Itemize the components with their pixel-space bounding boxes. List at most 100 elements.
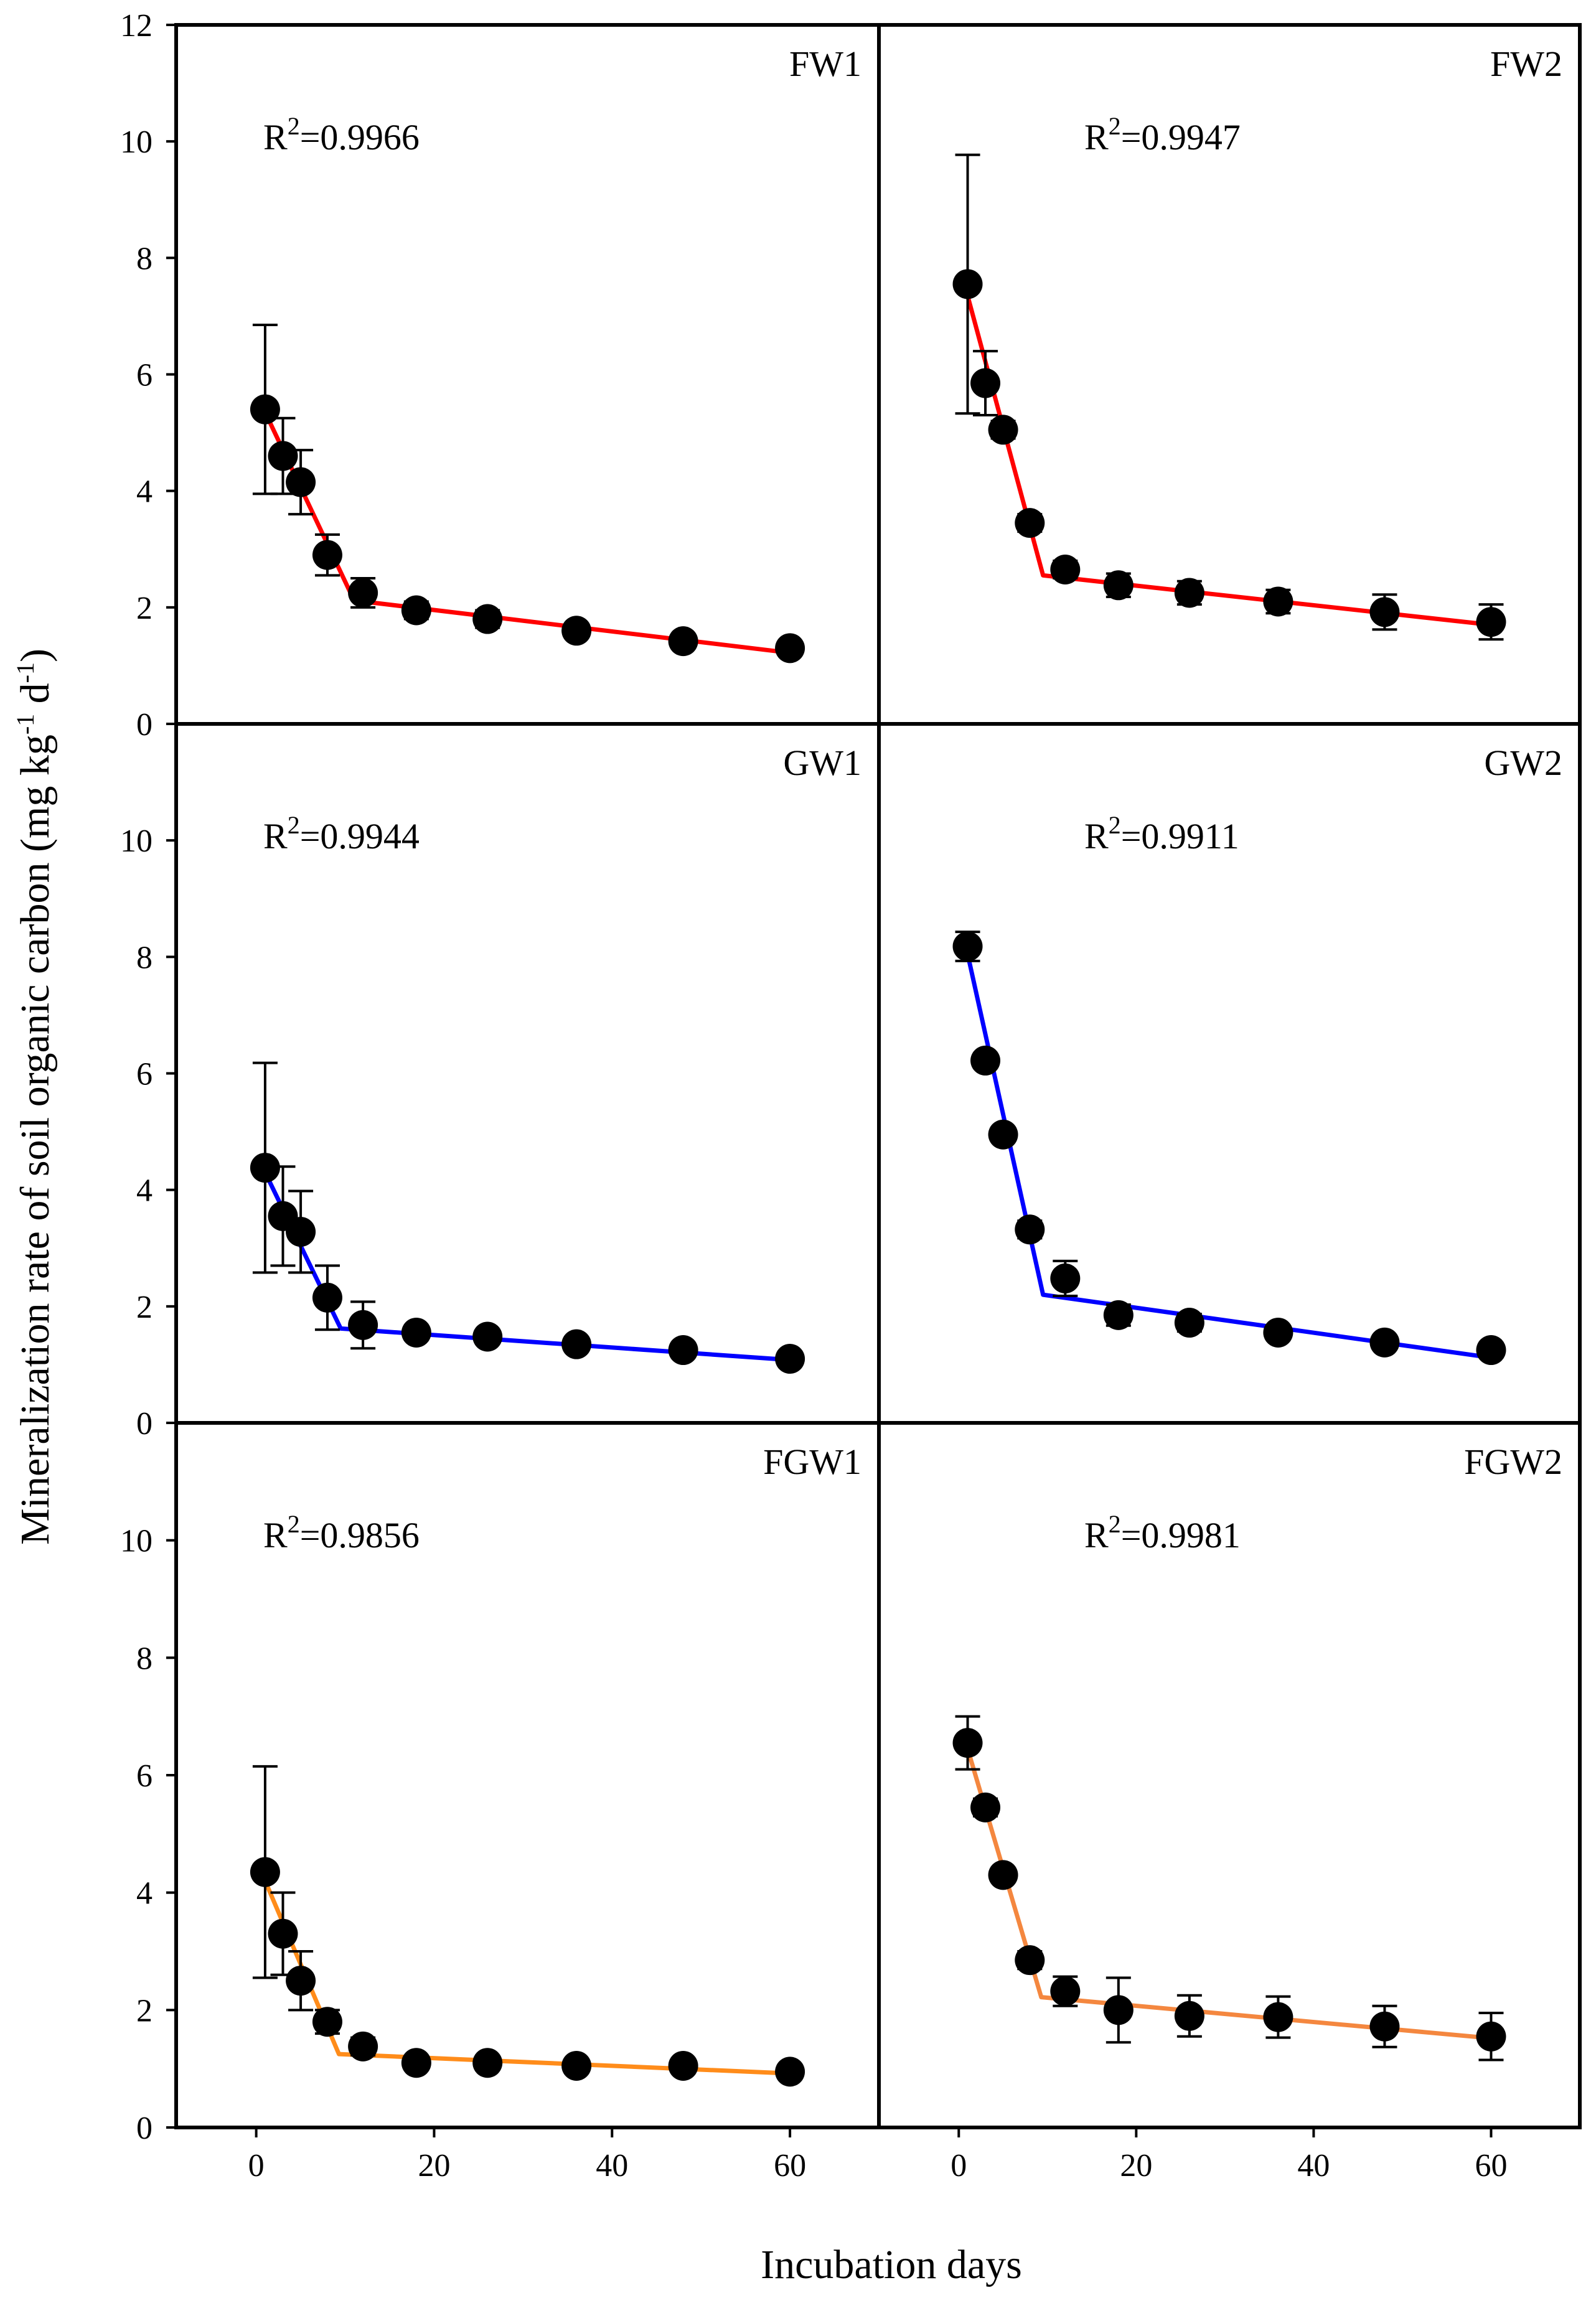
data-point bbox=[1369, 1327, 1400, 1358]
panel-gw2: GW2 R2=0.9911 bbox=[952, 743, 1562, 1366]
panel-title: GW2 bbox=[1484, 743, 1562, 783]
data-point bbox=[250, 394, 280, 424]
data-point bbox=[401, 2048, 431, 2078]
data-point bbox=[1050, 1263, 1081, 1293]
y-axis-title-sup2: -1 bbox=[11, 662, 39, 683]
panel-title: FGW1 bbox=[763, 1442, 861, 1482]
data-point bbox=[348, 1310, 378, 1340]
data-point bbox=[952, 931, 983, 962]
data-point bbox=[970, 1045, 1001, 1076]
y-tick-label: 4 bbox=[136, 1876, 153, 1911]
data-point bbox=[561, 1329, 592, 1359]
data-point bbox=[952, 269, 983, 299]
data-point bbox=[668, 626, 698, 657]
x-tick-label: 20 bbox=[1120, 2148, 1152, 2183]
y-axis-title: Mineralization rate of soil organic carb… bbox=[11, 649, 58, 1545]
data-point bbox=[472, 1321, 503, 1352]
panel-title: FGW2 bbox=[1464, 1442, 1562, 1482]
panel-fgw2: FGW2 R2=0.9981 bbox=[952, 1442, 1562, 2061]
data-point bbox=[1476, 607, 1506, 637]
data-point bbox=[1050, 555, 1081, 585]
fit-line bbox=[263, 1171, 791, 1363]
fit-line bbox=[263, 411, 791, 655]
data-point bbox=[472, 604, 503, 634]
data-point bbox=[286, 1966, 316, 1996]
data-point bbox=[286, 467, 316, 497]
data-point bbox=[250, 1153, 280, 1183]
x-tick-label: 60 bbox=[1475, 2148, 1507, 2183]
y-axis-title-mid: d bbox=[12, 683, 58, 714]
data-point bbox=[970, 1792, 1001, 1822]
data-point bbox=[1103, 570, 1134, 601]
data-point bbox=[312, 1282, 342, 1313]
y-axis-title-end: ) bbox=[12, 649, 58, 662]
data-point bbox=[775, 1344, 805, 1374]
x-tick-label: 0 bbox=[951, 2148, 967, 2183]
r-squared-label: R2=0.9856 bbox=[263, 1510, 420, 1555]
y-axis-title-sup1: -1 bbox=[11, 714, 39, 734]
data-point bbox=[668, 1335, 698, 1366]
data-point bbox=[1369, 2011, 1400, 2042]
data-point bbox=[970, 368, 1001, 398]
panel-title: FW1 bbox=[789, 44, 861, 84]
panel-title: GW1 bbox=[783, 743, 861, 783]
panel-fw2: FW2 R2=0.9947 bbox=[952, 44, 1562, 641]
axes-layer: 0 2 4 6 8 10 12 0 2 4 6 8 10 0 2 4 6 8 10 0 20 40 60 0 20 40 60 bbox=[120, 8, 1582, 2183]
data-point bbox=[1174, 1308, 1204, 1338]
data-point bbox=[1263, 1317, 1293, 1348]
data-point bbox=[1103, 1995, 1134, 2025]
y-tick-label: 6 bbox=[136, 1057, 153, 1092]
data-point bbox=[1050, 1976, 1081, 2007]
data-point bbox=[250, 1857, 280, 1887]
data-point bbox=[988, 1860, 1018, 1890]
data-point bbox=[1015, 1945, 1045, 1976]
panel-grid: FW1 R2=0.9966 FW2 R2=0.9947 GW1 R2=0.9944 GW2 R… bbox=[250, 44, 1562, 2087]
y-tick-label: 0 bbox=[136, 1406, 153, 1442]
y-tick-label: 2 bbox=[136, 591, 153, 626]
fit-line bbox=[965, 295, 1491, 627]
x-axis-title: Incubation days bbox=[761, 2242, 1022, 2287]
panel-fw1: FW1 R2=0.9966 bbox=[250, 44, 861, 664]
y-tick-label: 4 bbox=[136, 474, 153, 510]
data-point bbox=[472, 2048, 503, 2078]
data-point bbox=[988, 1119, 1018, 1150]
r-squared-label: R2=0.9981 bbox=[1084, 1510, 1241, 1555]
x-tick-label: 20 bbox=[418, 2148, 450, 2183]
y-tick-label: 0 bbox=[136, 707, 153, 743]
y-axis-title-main: Mineralization rate of soil organic carb… bbox=[12, 734, 58, 1545]
r-squared-label: R2=0.9911 bbox=[1084, 811, 1239, 856]
data-point bbox=[286, 1217, 316, 1247]
y-tick-label: 12 bbox=[120, 8, 153, 44]
data-point bbox=[1476, 1335, 1506, 1366]
data-point bbox=[561, 2050, 592, 2081]
data-point bbox=[775, 633, 805, 664]
y-tick-label: 10 bbox=[120, 823, 153, 859]
data-point bbox=[401, 1317, 431, 1348]
data-point bbox=[1015, 508, 1045, 538]
y-tick-label: 6 bbox=[136, 358, 153, 393]
r-squared-label: R2=0.9944 bbox=[263, 811, 420, 856]
r-squared-label: R2=0.9966 bbox=[263, 112, 420, 157]
data-point bbox=[1476, 2021, 1506, 2052]
data-point bbox=[312, 540, 342, 570]
data-point bbox=[952, 1728, 983, 1758]
data-point bbox=[1263, 2002, 1293, 2032]
panel-gw1: GW1 R2=0.9944 bbox=[250, 743, 861, 1374]
x-tick-label: 0 bbox=[248, 2148, 265, 2183]
y-tick-label: 4 bbox=[136, 1173, 153, 1209]
x-tick-label: 40 bbox=[1297, 2148, 1330, 2183]
y-tick-label: 0 bbox=[136, 2111, 153, 2146]
data-point bbox=[1369, 597, 1400, 627]
data-point bbox=[1103, 1300, 1134, 1330]
y-tick-label: 10 bbox=[120, 1524, 153, 1559]
panel-title: FW2 bbox=[1490, 44, 1562, 84]
data-point bbox=[348, 2031, 378, 2061]
data-point bbox=[268, 1918, 298, 1949]
x-tick-label: 40 bbox=[596, 2148, 628, 2183]
data-point bbox=[1263, 586, 1293, 617]
data-point bbox=[312, 2007, 342, 2037]
data-point bbox=[988, 415, 1018, 445]
panel-fgw1: FGW1 R2=0.9856 bbox=[250, 1442, 861, 2087]
data-point bbox=[1174, 2000, 1204, 2031]
